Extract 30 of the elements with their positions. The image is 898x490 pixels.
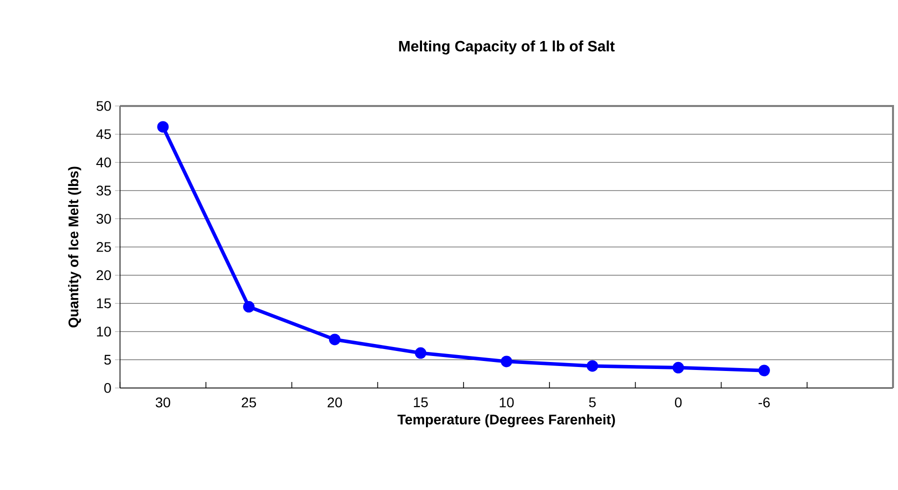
y-tick-label: 50: [96, 101, 111, 111]
point: [586, 360, 598, 372]
point: [500, 356, 512, 368]
x-tick-label: 5: [589, 398, 596, 408]
y-axis-title: Quantity of Ice Melt (lbs): [68, 166, 82, 328]
y-tick-label: 5: [104, 354, 111, 365]
x-tick-label: 30: [156, 397, 170, 408]
y-tick-label: 40: [96, 157, 111, 168]
y-tick-label: 35: [96, 186, 111, 196]
x-tick-label: 10: [500, 397, 514, 408]
y-tick-label: 15: [97, 298, 111, 308]
x-tick-label: 20: [328, 397, 342, 408]
chart-title: Melting Capacity of 1 lb of Salt: [399, 40, 615, 54]
y-tick-label: 10: [97, 326, 111, 337]
x-axis-title: Temperature (Degrees Farenheit): [398, 414, 615, 428]
y-tick-label: 25: [96, 242, 111, 252]
x-tick-label: 25: [242, 397, 256, 408]
point: [157, 121, 169, 133]
point: [758, 364, 770, 376]
x-tick-label: 15: [414, 398, 428, 408]
point: [328, 334, 340, 346]
point: [672, 362, 684, 374]
point: [243, 301, 255, 313]
y-tick-label: 45: [96, 129, 111, 140]
y-tick-label: 20: [96, 270, 111, 280]
x-tick-label: -6: [758, 397, 770, 408]
x-tick-label: 0: [674, 397, 682, 408]
y-tick-label: 30: [96, 214, 111, 224]
y-tick-label: 0: [104, 383, 111, 393]
point: [414, 347, 426, 359]
